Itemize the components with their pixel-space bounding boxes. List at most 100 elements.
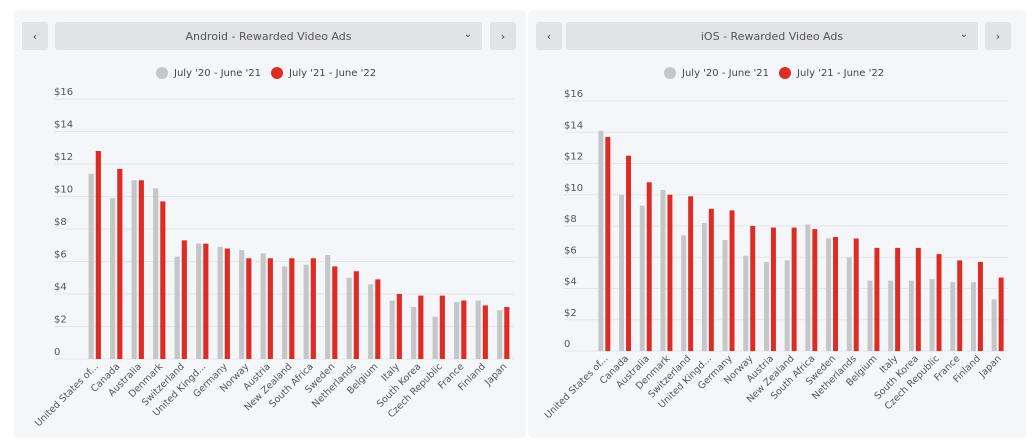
y-tick-label: $6	[54, 250, 67, 261]
bar-curr-period[interactable]	[874, 247, 880, 351]
bar-prev-period[interactable]	[701, 222, 707, 351]
bar-prev-period[interactable]	[497, 310, 503, 359]
bar-prev-period[interactable]	[325, 255, 331, 359]
bar-curr-period[interactable]	[267, 258, 273, 359]
bar-prev-period[interactable]	[110, 198, 116, 359]
legend-item[interactable]: July '21 - June '22	[779, 67, 884, 79]
bar-prev-period[interactable]	[454, 302, 460, 359]
bar-curr-period[interactable]	[626, 155, 632, 351]
dropdown-label: Android - Rewarded Video Ads	[185, 29, 352, 43]
bar-curr-period[interactable]	[332, 266, 338, 359]
bar-prev-period[interactable]	[660, 190, 666, 351]
bar-prev-period[interactable]	[784, 260, 790, 351]
bar-prev-period[interactable]	[131, 180, 137, 359]
bar-curr-period[interactable]	[504, 307, 510, 359]
bar-prev-period[interactable]	[681, 235, 687, 351]
bar-prev-period[interactable]	[598, 130, 604, 351]
bar-curr-period[interactable]	[770, 227, 776, 351]
legend-label: July '20 - June '21	[682, 67, 770, 79]
bar-prev-period[interactable]	[346, 277, 352, 359]
bar-prev-period[interactable]	[196, 243, 202, 359]
bar-prev-period[interactable]	[805, 224, 811, 351]
bar-curr-period[interactable]	[95, 151, 101, 359]
bar-curr-period[interactable]	[936, 254, 942, 351]
bar-prev-period[interactable]	[174, 256, 180, 359]
legend-swatch	[664, 67, 676, 79]
bar-curr-period[interactable]	[791, 227, 797, 351]
next-button[interactable]: ›	[490, 22, 516, 50]
bar-curr-period[interactable]	[729, 210, 735, 351]
bar-prev-period[interactable]	[303, 264, 309, 359]
bar-curr-period[interactable]	[246, 258, 252, 359]
bar-curr-period[interactable]	[812, 229, 818, 351]
bar-prev-period[interactable]	[991, 299, 997, 351]
prev-button[interactable]: ‹	[22, 22, 48, 50]
bar-curr-period[interactable]	[482, 305, 488, 359]
platform-dropdown[interactable]: Android - Rewarded Video Ads ⌄	[55, 22, 482, 50]
legend-item[interactable]: July '21 - June '22	[271, 67, 376, 79]
bar-prev-period[interactable]	[432, 316, 438, 359]
legend-item[interactable]: July '20 - June '21	[664, 67, 769, 79]
bar-curr-period[interactable]	[439, 295, 445, 359]
bar-curr-period[interactable]	[853, 238, 859, 352]
bar-curr-period[interactable]	[646, 182, 652, 351]
bar-prev-period[interactable]	[239, 250, 245, 359]
bar-curr-period[interactable]	[895, 247, 901, 351]
bar-prev-period[interactable]	[743, 255, 749, 351]
bar-curr-period[interactable]	[396, 294, 402, 359]
bar-prev-period[interactable]	[88, 173, 94, 359]
bar-prev-period[interactable]	[846, 257, 852, 351]
bar-prev-period[interactable]	[153, 188, 159, 359]
bar-curr-period[interactable]	[289, 258, 295, 359]
bar-curr-period[interactable]	[750, 226, 756, 351]
bar-curr-period[interactable]	[998, 277, 1004, 351]
bar-curr-period[interactable]	[375, 279, 381, 359]
bar-curr-period[interactable]	[833, 236, 839, 351]
bar-prev-period[interactable]	[368, 284, 374, 359]
bar-curr-period[interactable]	[117, 168, 123, 359]
bar-prev-period[interactable]	[970, 282, 976, 351]
bar-curr-period[interactable]	[605, 136, 611, 351]
bar-prev-period[interactable]	[411, 307, 417, 359]
legend-label: July '21 - June '22	[797, 67, 885, 79]
y-tick-label: $14	[564, 120, 583, 131]
prev-button[interactable]: ‹	[536, 22, 562, 50]
bar-prev-period[interactable]	[763, 261, 769, 351]
legend-item[interactable]: July '20 - June '21	[156, 67, 261, 79]
bar-prev-period[interactable]	[389, 300, 395, 360]
bar-curr-period[interactable]	[461, 300, 467, 360]
platform-dropdown[interactable]: iOS - Rewarded Video Ads ⌄	[566, 22, 978, 50]
bar-curr-period[interactable]	[667, 194, 673, 351]
bar-curr-period[interactable]	[418, 295, 424, 359]
next-button[interactable]: ›	[985, 22, 1011, 50]
bar-prev-period[interactable]	[217, 246, 223, 359]
chevron-left-icon: ‹	[32, 29, 38, 43]
bar-prev-period[interactable]	[826, 238, 832, 352]
bar-prev-period[interactable]	[908, 280, 914, 351]
bar-prev-period[interactable]	[929, 279, 935, 351]
bar-prev-period[interactable]	[475, 300, 481, 360]
bar-prev-period[interactable]	[619, 194, 625, 351]
bar-curr-period[interactable]	[310, 258, 316, 359]
bar-curr-period[interactable]	[977, 261, 983, 351]
bar-curr-period[interactable]	[181, 240, 187, 359]
y-tick-label: $4	[564, 277, 577, 288]
bar-prev-period[interactable]	[888, 280, 894, 351]
bar-prev-period[interactable]	[950, 282, 956, 351]
chart-legend: July '20 - June '21 July '21 - June '22	[156, 67, 386, 79]
bar-curr-period[interactable]	[160, 201, 166, 359]
bar-prev-period[interactable]	[867, 280, 873, 351]
bar-curr-period[interactable]	[224, 248, 230, 360]
legend-swatch	[156, 67, 168, 79]
bar-curr-period[interactable]	[688, 196, 694, 351]
bar-prev-period[interactable]	[722, 240, 728, 351]
bar-curr-period[interactable]	[203, 243, 209, 359]
bar-curr-period[interactable]	[915, 247, 921, 351]
bar-curr-period[interactable]	[708, 208, 714, 351]
bar-prev-period[interactable]	[282, 266, 288, 359]
bar-prev-period[interactable]	[639, 205, 645, 351]
bar-curr-period[interactable]	[957, 260, 963, 351]
bar-prev-period[interactable]	[260, 253, 266, 359]
bar-curr-period[interactable]	[138, 180, 144, 359]
bar-curr-period[interactable]	[353, 271, 359, 359]
